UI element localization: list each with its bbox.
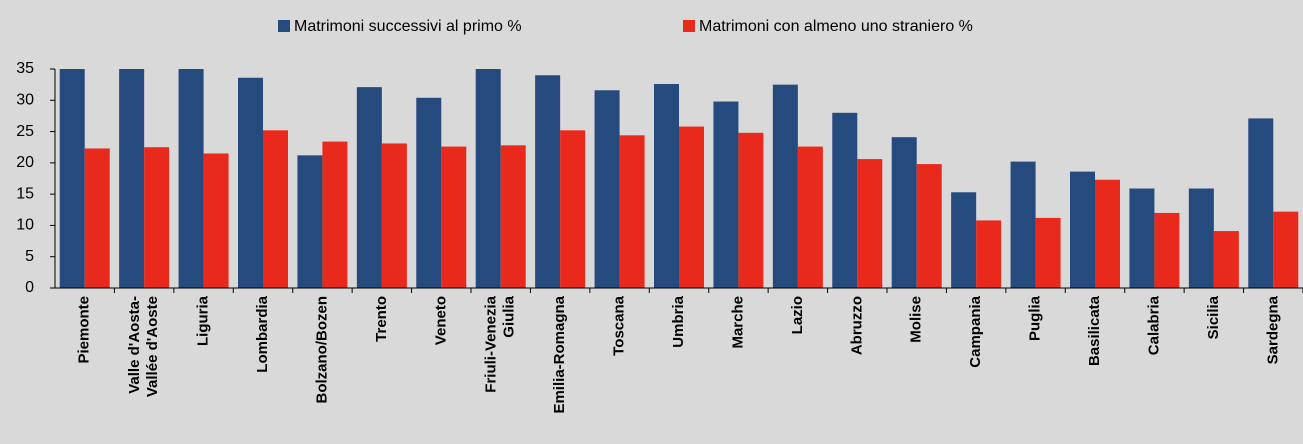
y-tick-label: 25 bbox=[16, 123, 34, 140]
bar bbox=[679, 126, 704, 289]
bar bbox=[263, 130, 288, 288]
legend-label: Matrimoni successivi al primo % bbox=[294, 18, 522, 35]
bar bbox=[857, 159, 883, 288]
bar bbox=[475, 69, 501, 288]
bar bbox=[1070, 171, 1095, 288]
bar bbox=[1035, 217, 1061, 288]
bar bbox=[1129, 188, 1155, 288]
bar bbox=[560, 130, 586, 288]
x-tick-label: Basilicata bbox=[1086, 295, 1103, 366]
x-tick-label: Calabria bbox=[1145, 295, 1162, 355]
x-tick-label: Piemonte bbox=[76, 296, 93, 364]
x-tick-label: Campania bbox=[967, 295, 984, 367]
bar bbox=[594, 90, 620, 288]
bar bbox=[1188, 188, 1214, 288]
y-tick-label: 10 bbox=[16, 217, 34, 234]
bar bbox=[976, 220, 1002, 288]
bar bbox=[119, 69, 145, 288]
bar bbox=[654, 84, 679, 288]
bar bbox=[951, 192, 977, 288]
bar bbox=[356, 87, 382, 288]
y-tick-label: 15 bbox=[16, 185, 34, 202]
y-tick-label: 35 bbox=[16, 60, 34, 77]
x-tick-label: Marche bbox=[729, 296, 746, 349]
x-tick-label: Lazio bbox=[789, 296, 806, 334]
bar bbox=[297, 155, 323, 288]
x-tick-label: Molise bbox=[908, 296, 925, 343]
bar bbox=[84, 148, 110, 288]
bar bbox=[416, 97, 442, 288]
x-tick-label: Toscana bbox=[611, 295, 628, 355]
bar bbox=[1273, 211, 1299, 288]
legend-swatch bbox=[278, 20, 290, 32]
x-tick-label: Liguria bbox=[195, 295, 212, 346]
x-tick-label: Valle d'Aosta-Vallée d'Aoste bbox=[126, 296, 161, 397]
bar bbox=[178, 69, 204, 288]
bar bbox=[1213, 231, 1239, 288]
y-tick-label: 30 bbox=[16, 92, 34, 109]
y-tick-label: 0 bbox=[25, 279, 34, 296]
x-tick-label: Bolzano/Bozen bbox=[313, 296, 330, 404]
bar bbox=[1095, 179, 1120, 288]
bar bbox=[1010, 161, 1036, 288]
bar bbox=[322, 141, 348, 288]
y-tick-label: 20 bbox=[16, 154, 34, 171]
bar bbox=[59, 69, 85, 288]
x-tick-label: Friuli-VeneziaGiulia bbox=[483, 295, 518, 392]
bar bbox=[797, 146, 823, 288]
bar bbox=[891, 137, 917, 288]
x-tick-label: Sicilia bbox=[1205, 295, 1222, 339]
bar bbox=[916, 164, 942, 288]
bar bbox=[500, 145, 526, 288]
bar bbox=[381, 143, 407, 288]
x-tick-label: Trento bbox=[373, 296, 390, 342]
x-tick-label: Puglia bbox=[1027, 295, 1044, 341]
bar bbox=[772, 84, 798, 289]
bar bbox=[144, 147, 170, 288]
bar bbox=[238, 77, 263, 288]
bar bbox=[441, 146, 467, 288]
bar bbox=[619, 135, 645, 288]
x-tick-label: Umbria bbox=[670, 295, 687, 347]
bar bbox=[713, 101, 739, 288]
x-tick-label: Sardegna bbox=[1264, 295, 1281, 364]
bar bbox=[203, 153, 229, 288]
bar bbox=[832, 112, 858, 288]
bar bbox=[535, 75, 561, 288]
x-tick-label: Lombardia bbox=[254, 295, 271, 372]
bar bbox=[1248, 118, 1274, 288]
x-tick-label: Abruzzo bbox=[848, 296, 865, 355]
legend-swatch bbox=[683, 20, 695, 32]
y-tick-label: 5 bbox=[25, 248, 34, 265]
bar bbox=[1154, 212, 1180, 288]
x-tick-label: Veneto bbox=[432, 296, 449, 345]
x-tick-label: Emilia-Romagna bbox=[551, 295, 568, 413]
bar bbox=[738, 132, 764, 288]
legend-label: Matrimoni con almeno uno straniero % bbox=[699, 18, 973, 35]
